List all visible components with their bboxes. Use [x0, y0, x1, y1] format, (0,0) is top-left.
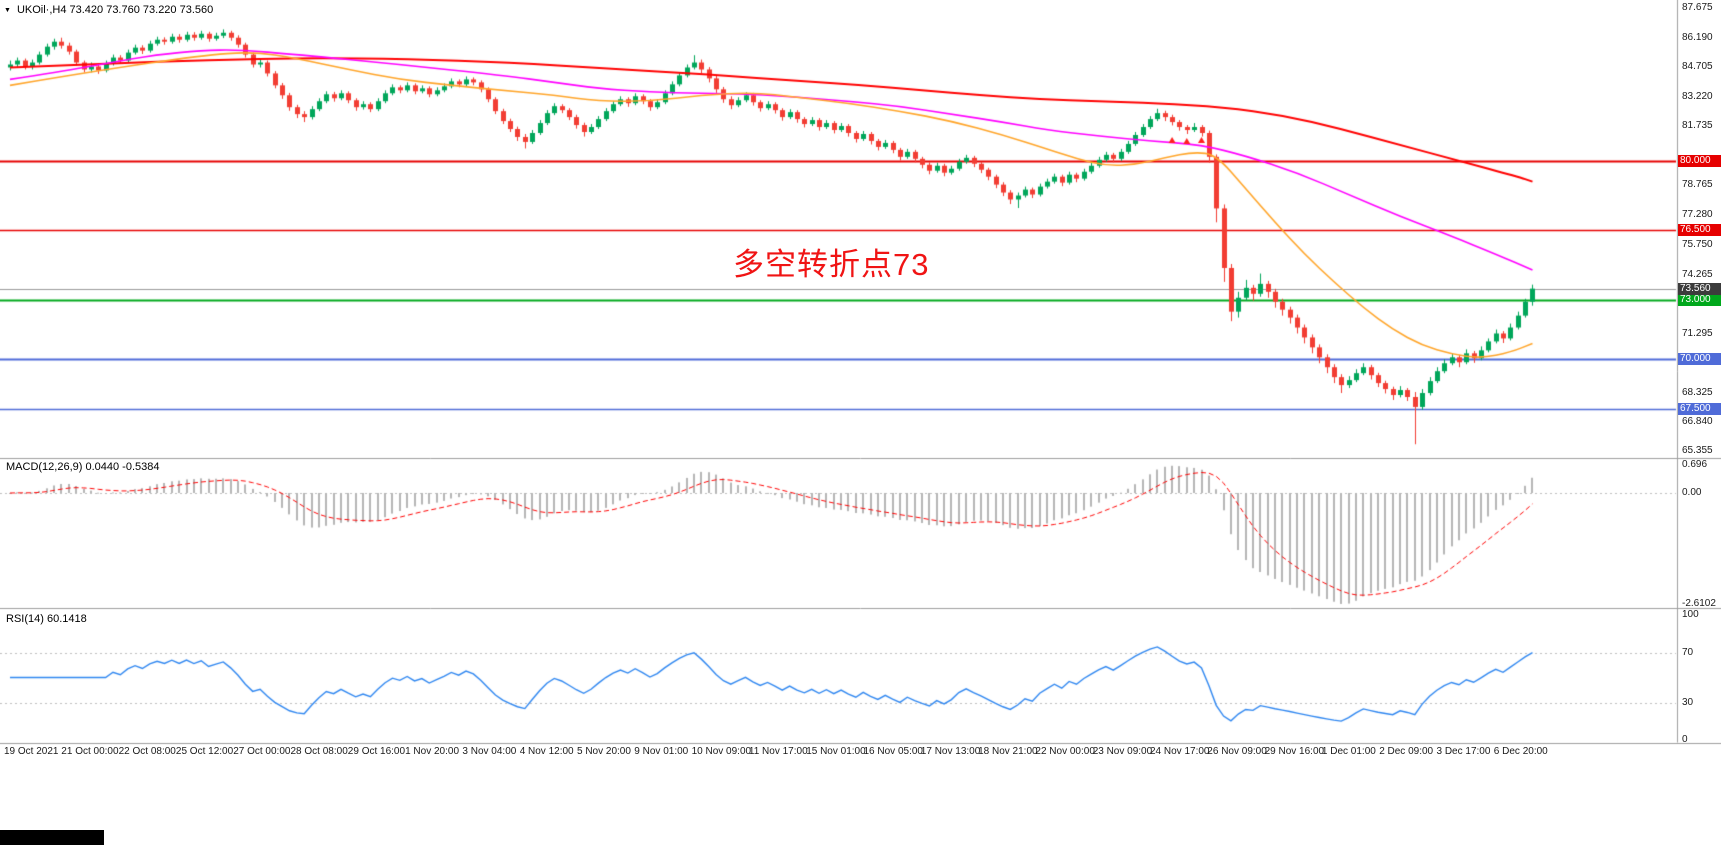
time-tick-label: 11 Nov 17:00 [748, 746, 808, 757]
time-tick-label: 5 Nov 20:00 [577, 746, 631, 757]
level-badge: 70.000 [1678, 353, 1721, 366]
price-tick-label: 74.265 [1682, 268, 1713, 280]
time-tick-label: 19 Oct 2021 [4, 746, 59, 757]
annotation-text: 多空转折点73 [733, 247, 930, 282]
price-tick-label: 75.750 [1682, 239, 1713, 251]
price-tick-label: 84.705 [1682, 61, 1713, 73]
time-tick-label: 23 Nov 09:00 [1092, 746, 1153, 757]
rsi-tick-label: 100 [1682, 609, 1699, 620]
symbol-ohlc-label: UKOil·,H4 73.420 73.760 73.220 73.560 [16, 4, 214, 16]
price-tick-label: 66.840 [1682, 416, 1713, 427]
time-tick-label: 2 Dec 09:00 [1379, 746, 1434, 757]
price-tick-label: 65.355 [1682, 445, 1713, 457]
time-tick-label: 21 Oct 00:00 [61, 746, 119, 757]
price-tick-label: 81.735 [1682, 120, 1713, 132]
time-tick-label: 25 Oct 12:00 [175, 746, 234, 757]
time-tick-label: 15 Nov 01:00 [806, 746, 866, 757]
rsi-tick-label: 0 [1682, 734, 1688, 745]
time-tick-label: 22 Oct 08:00 [118, 746, 176, 757]
chart-shift-icon[interactable]: ▼ [4, 6, 11, 14]
rsi-tick-label: 70 [1682, 646, 1694, 658]
time-tick-label: 29 Nov 16:00 [1264, 746, 1325, 757]
current-price-badge: 73.560 [1678, 282, 1721, 295]
time-tick-label: 28 Oct 08:00 [290, 746, 348, 757]
time-tick-label: 17 Nov 13:00 [920, 746, 981, 757]
time-tick-label: 3 Dec 17:00 [1436, 746, 1491, 757]
price-tick-label: 83.220 [1682, 90, 1713, 102]
time-tick-label: 4 Nov 12:00 [519, 746, 574, 757]
macd-tick-label: 0.696 [1682, 459, 1708, 470]
time-tick-label: 10 Nov 09:00 [691, 746, 752, 757]
price-tick-label: 77.280 [1682, 208, 1713, 220]
time-tick-label: 29 Oct 16:00 [347, 746, 406, 757]
rsi-tick-label: 30 [1682, 696, 1694, 708]
level-badge: 80.000 [1678, 154, 1721, 167]
price-tick-label: 78.765 [1682, 179, 1713, 191]
time-tick-label: 1 Dec 01:00 [1321, 746, 1376, 757]
time-tick-label: 27 Oct 00:00 [233, 746, 291, 757]
level-badge: 73.000 [1678, 293, 1721, 306]
chart-title-bar: ▼ UKOil·,H4 73.420 73.760 73.220 73.560 [4, 4, 213, 16]
time-tick-label: 16 Nov 05:00 [863, 746, 924, 757]
time-tick-label: 6 Dec 20:00 [1493, 746, 1548, 757]
time-tick-label: 3 Nov 04:00 [462, 746, 517, 757]
time-tick-label: 1 Nov 20:00 [405, 746, 460, 757]
price-tick-label: 68.325 [1682, 386, 1713, 398]
rsi-indicator-label: RSI(14) 60.1418 [6, 613, 87, 625]
time-tick-label: 26 Nov 09:00 [1207, 746, 1267, 757]
time-tick-label: 22 Nov 00:00 [1035, 746, 1095, 757]
price-tick-label: 71.295 [1682, 327, 1713, 339]
time-tick-label: 9 Nov 01:00 [634, 746, 689, 757]
price-tick-label: 86.190 [1682, 31, 1713, 43]
level-badge: 67.500 [1678, 402, 1721, 415]
time-tick-label: 24 Nov 17:00 [1150, 746, 1210, 757]
price-tick-label: 87.675 [1682, 2, 1713, 14]
macd-tick-label: 0.00 [1682, 487, 1702, 498]
macd-indicator-label: MACD(12,26,9) 0.0440 -0.5384 [6, 461, 160, 473]
time-tick-label: 18 Nov 21:00 [978, 746, 1038, 757]
bottom-left-black-bar [0, 830, 104, 845]
macd-tick-label: -2.6102 [1682, 597, 1716, 609]
level-badge: 76.500 [1678, 224, 1721, 237]
